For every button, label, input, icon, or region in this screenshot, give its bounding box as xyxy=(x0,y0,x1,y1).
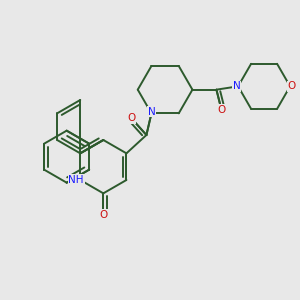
Text: N: N xyxy=(232,81,240,91)
Text: N: N xyxy=(148,107,155,117)
Text: O: O xyxy=(217,105,226,115)
Text: NH: NH xyxy=(68,175,84,185)
Text: O: O xyxy=(99,210,107,220)
Text: O: O xyxy=(288,81,296,91)
Text: O: O xyxy=(127,113,136,123)
